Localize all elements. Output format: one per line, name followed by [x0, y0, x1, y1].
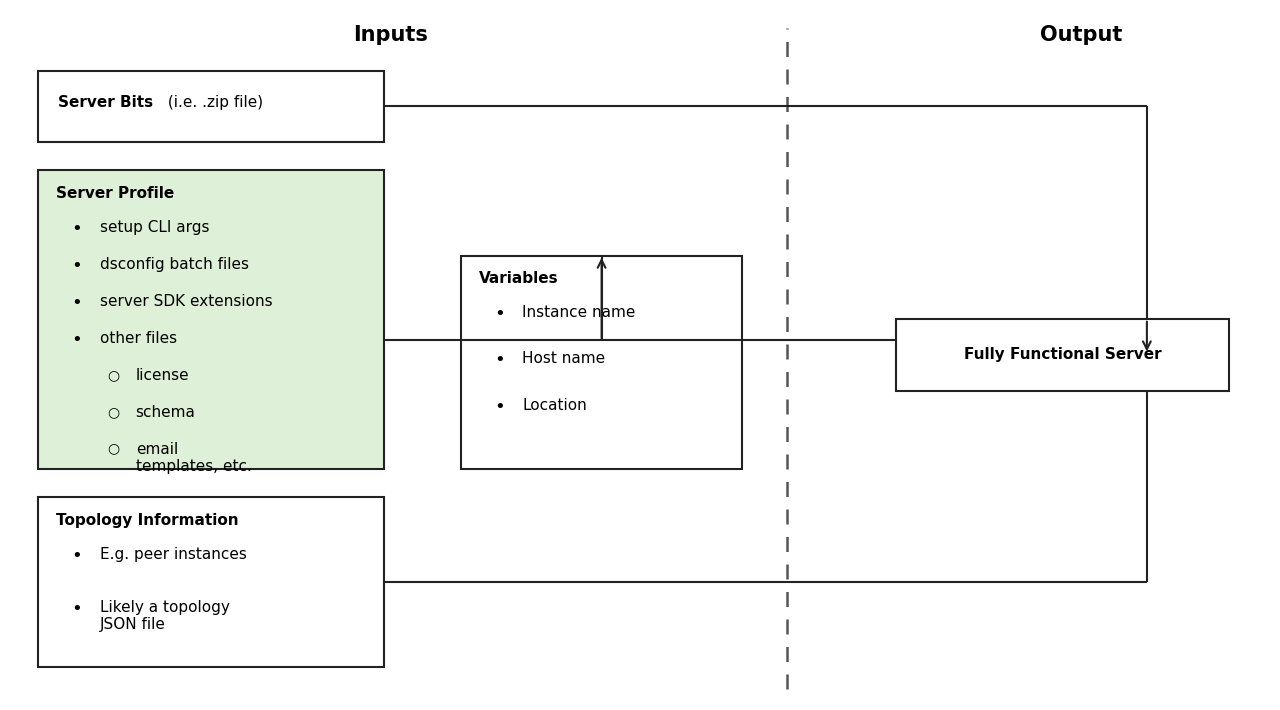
- Text: other files: other files: [100, 331, 177, 346]
- FancyBboxPatch shape: [38, 71, 384, 142]
- Text: license: license: [136, 368, 189, 383]
- Text: E.g. peer instances: E.g. peer instances: [100, 547, 247, 562]
- Text: Likely a topology
JSON file: Likely a topology JSON file: [100, 600, 229, 633]
- FancyBboxPatch shape: [38, 497, 384, 667]
- Text: ○: ○: [108, 442, 119, 456]
- Text: Fully Functional Server: Fully Functional Server: [964, 347, 1161, 363]
- Text: •: •: [72, 294, 82, 312]
- Text: server SDK extensions: server SDK extensions: [100, 294, 273, 309]
- Text: Variables: Variables: [479, 271, 558, 286]
- FancyBboxPatch shape: [461, 256, 742, 469]
- Text: •: •: [494, 305, 504, 323]
- Text: setup CLI args: setup CLI args: [100, 220, 210, 235]
- Text: (i.e. .zip file): (i.e. .zip file): [163, 95, 262, 111]
- Text: Server Profile: Server Profile: [56, 186, 174, 201]
- Text: •: •: [494, 398, 504, 415]
- Text: schema: schema: [136, 405, 196, 420]
- Text: Topology Information: Topology Information: [56, 513, 239, 528]
- FancyBboxPatch shape: [896, 320, 1229, 390]
- Text: •: •: [72, 547, 82, 564]
- Text: •: •: [72, 257, 82, 275]
- Text: Output: Output: [1041, 25, 1123, 45]
- Text: Inputs: Inputs: [353, 25, 428, 45]
- Text: dsconfig batch files: dsconfig batch files: [100, 257, 248, 272]
- Text: Server Bits: Server Bits: [58, 95, 152, 111]
- FancyBboxPatch shape: [38, 170, 384, 469]
- Text: Location: Location: [522, 398, 588, 413]
- Text: •: •: [72, 220, 82, 238]
- Text: ○: ○: [108, 368, 119, 382]
- Text: •: •: [72, 331, 82, 349]
- Text: •: •: [494, 351, 504, 369]
- Text: Host name: Host name: [522, 351, 605, 366]
- Text: ○: ○: [108, 405, 119, 419]
- Text: Instance name: Instance name: [522, 305, 636, 320]
- Text: email
templates, etc.: email templates, etc.: [136, 442, 252, 474]
- Text: •: •: [72, 600, 82, 618]
